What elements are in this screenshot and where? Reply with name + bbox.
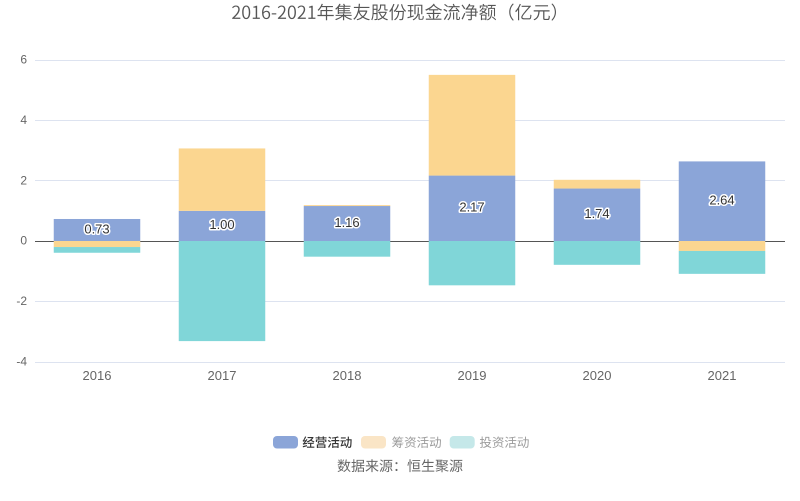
svg-text:2020: 2020: [583, 368, 612, 383]
svg-text:2.17: 2.17: [459, 200, 484, 215]
svg-text:1.00: 1.00: [209, 217, 234, 232]
svg-text:-4: -4: [16, 355, 27, 369]
svg-text:2017: 2017: [208, 368, 237, 383]
svg-text:4: 4: [20, 113, 27, 127]
svg-text:2018: 2018: [333, 368, 362, 383]
svg-text:-2: -2: [16, 294, 27, 308]
svg-text:2021: 2021: [708, 368, 737, 383]
svg-text:2019: 2019: [458, 368, 487, 383]
svg-text:1.16: 1.16: [334, 215, 359, 230]
svg-text:2016: 2016: [83, 368, 112, 383]
svg-text:2: 2: [20, 173, 27, 187]
svg-text:0: 0: [20, 234, 27, 248]
svg-text:2.64: 2.64: [709, 193, 734, 208]
svg-text:0.73: 0.73: [84, 221, 109, 236]
svg-text:6: 6: [20, 53, 27, 67]
svg-text:1.74: 1.74: [584, 206, 609, 221]
